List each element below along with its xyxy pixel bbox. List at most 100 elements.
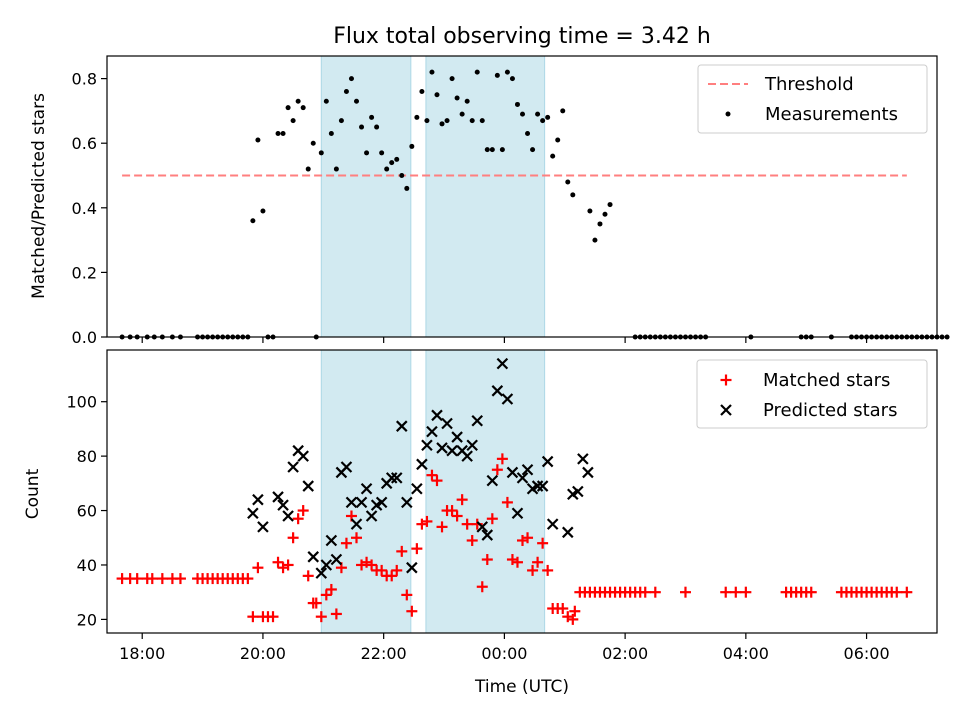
predicted-star-point — [561, 526, 574, 539]
predicted-star-point — [401, 496, 413, 509]
measurement-point — [944, 334, 950, 340]
predicted-star-point — [496, 357, 509, 370]
measurement-point — [419, 89, 425, 95]
chart-title: Flux total observing time = 3.42 h — [333, 24, 711, 49]
matched-star-point — [421, 515, 433, 527]
predicted-star-point — [416, 458, 428, 471]
matched-star-point — [486, 513, 498, 525]
predicted-star-point — [350, 518, 363, 530]
predicted-legend-marker — [720, 404, 732, 416]
predicted-star-point — [501, 393, 514, 405]
measurement-point — [602, 211, 608, 217]
matched-star-point — [297, 505, 309, 517]
predicted-star-point — [511, 507, 524, 520]
measurement-point — [504, 69, 510, 75]
predicted-star-point — [365, 510, 378, 522]
matched-star-point — [267, 611, 279, 623]
predicted-star-point — [466, 439, 478, 452]
predicted-star-point — [476, 521, 489, 533]
measurement-point — [260, 208, 266, 214]
matched-star-point — [156, 573, 168, 585]
matched-star-point — [320, 589, 332, 601]
x-tick-label: 00:00 — [481, 644, 527, 663]
predicted-star-point — [481, 529, 494, 541]
predicted-star-point — [516, 472, 529, 484]
predicted-star-point — [426, 425, 438, 438]
measurement-point — [464, 98, 470, 104]
matched-star-point — [277, 562, 289, 574]
matched-star-point — [496, 453, 508, 465]
predicted-star-point — [431, 409, 443, 422]
legend-threshold-label: Threshold — [764, 74, 854, 95]
measurement-point — [338, 118, 344, 124]
matched-star-point — [401, 589, 413, 601]
matched-star-point — [639, 586, 651, 598]
predicted-star-point — [491, 385, 504, 397]
measurement-point — [374, 124, 380, 130]
measurement-point — [280, 131, 286, 137]
predicted-star-point — [375, 496, 388, 509]
measurement-point — [255, 137, 261, 143]
predicted-star-point — [330, 553, 343, 566]
measurement-point — [570, 192, 576, 198]
matched-star-point — [351, 532, 363, 544]
predicted-star-point — [486, 474, 499, 487]
measurement-point — [389, 160, 395, 166]
predicted-star-point — [282, 510, 294, 522]
predicted-star-point — [287, 461, 299, 473]
matched-star-point — [302, 570, 314, 582]
matched-star-point — [522, 532, 534, 544]
measurement-point — [414, 114, 420, 120]
predicted-star-point — [546, 518, 559, 530]
y-tick-label: 100 — [66, 393, 97, 412]
measurement-point — [333, 166, 339, 172]
measurement-point — [535, 111, 541, 117]
predicted-star-point — [385, 472, 398, 484]
predicted-star-point — [536, 480, 549, 492]
y-tick-label: 40 — [77, 556, 97, 575]
matched-star-point — [340, 537, 352, 549]
matched-star-point — [537, 537, 549, 549]
y-tick-label: 0.8 — [72, 70, 97, 89]
matched-star-point — [476, 581, 488, 593]
predicted-star-point — [582, 466, 594, 479]
measurement-point — [409, 143, 415, 149]
measurement-point — [509, 76, 515, 82]
measurement-point — [354, 98, 360, 104]
x-tick-label: 06:00 — [844, 644, 890, 663]
predicted-star-point — [320, 559, 333, 571]
predicted-star-point — [471, 414, 484, 427]
measurement-point — [285, 105, 291, 111]
matched-star-point — [287, 532, 299, 544]
measurement-point — [514, 101, 520, 107]
matched-legend-marker — [720, 374, 732, 386]
measurement-point — [607, 202, 613, 208]
measurement-point — [439, 121, 445, 127]
matched-star-point — [562, 611, 574, 623]
matched-star-point — [386, 570, 398, 582]
predicted-star-point — [325, 534, 338, 547]
predicted-star-point — [252, 493, 264, 506]
measurement-point — [587, 208, 593, 214]
measurement-point — [300, 105, 306, 111]
top-axes-frame — [106, 55, 938, 338]
measurement-point — [434, 92, 440, 98]
measurement-point — [424, 118, 430, 124]
y-tick-label: 60 — [77, 502, 97, 521]
matched-star-point — [131, 573, 143, 585]
predicted-star-point — [355, 496, 368, 509]
matched-star-point — [461, 518, 473, 530]
matched-star-point — [481, 554, 493, 566]
matched-star-point — [569, 605, 581, 617]
measurement-point — [499, 147, 505, 153]
predicted-star-point — [272, 491, 284, 503]
matched-star-point — [325, 583, 337, 595]
predicted-star-point — [390, 472, 403, 484]
y-tick-label: 0.6 — [72, 134, 97, 153]
predicted-star-point — [315, 567, 328, 579]
measurement-point — [449, 76, 455, 82]
measurement-point — [592, 237, 598, 243]
measurement-point — [525, 131, 531, 137]
matched-star-point — [272, 556, 284, 568]
